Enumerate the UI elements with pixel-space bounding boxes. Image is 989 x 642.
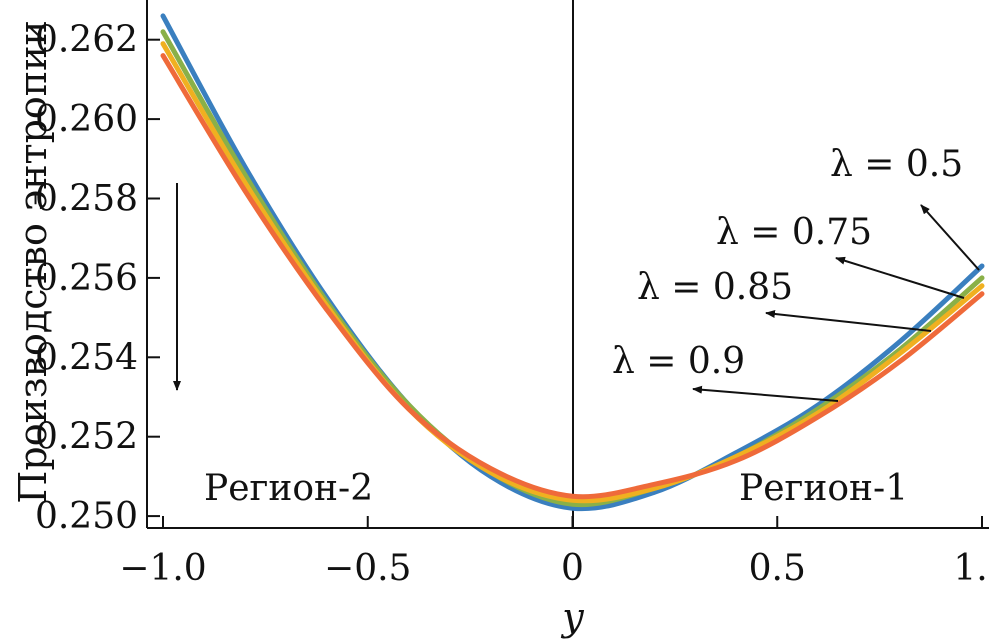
series-line-0.85 xyxy=(160,41,985,504)
x-tick-label: 0 xyxy=(561,548,584,589)
series-line-0.75 xyxy=(160,29,985,508)
y-tick-label: 0.252 xyxy=(35,417,138,458)
series-line-0.5 xyxy=(160,13,985,512)
x-tick-label: −1.0 xyxy=(119,548,206,589)
y-ticks: 0.250 0.252 0.254 0.256 0.258 0.260 0.262 xyxy=(35,20,160,537)
y-tick-label: 0.262 xyxy=(35,20,138,61)
y-tick-label: 0.250 xyxy=(35,496,138,537)
series-line-0.9 xyxy=(160,53,985,500)
lambda-0.85-label: λ = 0.85 xyxy=(637,267,793,308)
pointer-lambda-0.85 xyxy=(765,309,932,332)
region-2-label: Регион-2 xyxy=(204,468,373,509)
series-lines xyxy=(160,13,985,512)
x-ticks: −1.0 −0.5 0 0.5 1.0 xyxy=(119,516,989,589)
y-tick-label: 0.260 xyxy=(35,99,138,140)
pointer-lambda-0.5 xyxy=(920,204,980,271)
y-tick-label: 0.254 xyxy=(35,337,138,378)
axes xyxy=(146,0,989,529)
pointer-lambda-0.9 xyxy=(692,385,839,402)
x-tick-label: 1.0 xyxy=(953,548,989,589)
y-tick-label: 0.256 xyxy=(35,258,138,299)
y-axis-title: Производство энтропии xyxy=(11,20,55,504)
lambda-0.5-label: λ = 0.5 xyxy=(830,144,963,185)
pointer-lambda-0.75 xyxy=(835,256,965,299)
label-pointers xyxy=(173,183,980,402)
lambda-0.9-label: λ = 0.9 xyxy=(612,341,745,382)
x-tick-label: −0.5 xyxy=(324,548,411,589)
region-1-label: Регион-1 xyxy=(739,468,908,509)
x-tick-label: 0.5 xyxy=(749,548,806,589)
lambda-0.75-label: λ = 0.75 xyxy=(716,212,872,253)
y-tick-label: 0.258 xyxy=(35,178,138,219)
x-axis-title: y xyxy=(560,595,584,639)
